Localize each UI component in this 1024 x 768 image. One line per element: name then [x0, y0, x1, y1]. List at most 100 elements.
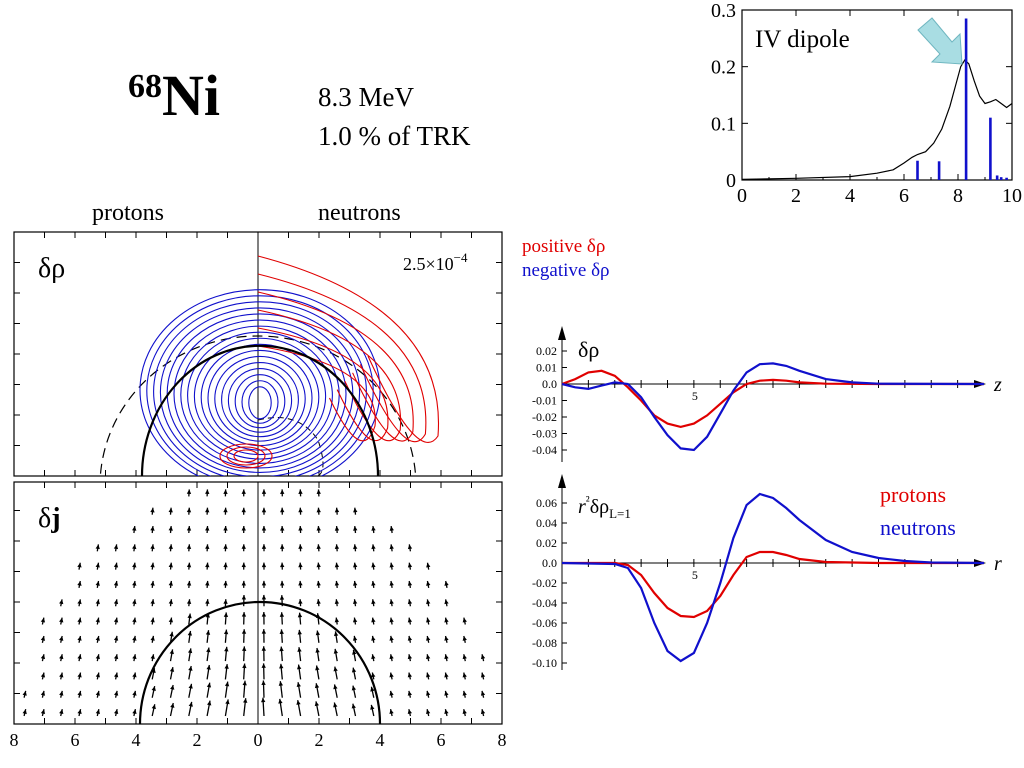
current-arrowhead	[206, 647, 211, 653]
current-arrowhead	[150, 580, 155, 586]
r2-y-tick-label: -0.10	[532, 656, 557, 670]
current-arrowhead	[261, 680, 266, 686]
current-arrowhead	[150, 507, 155, 513]
current-arrowhead	[223, 489, 228, 494]
current-arrowhead	[223, 562, 228, 568]
current-arrowhead	[95, 709, 100, 715]
current-label-j: j	[50, 503, 60, 534]
current-arrowhead	[187, 613, 192, 619]
current-arrowhead	[407, 654, 413, 660]
current-arrowhead	[77, 654, 82, 660]
energy-label: 8.3 MeV	[318, 82, 414, 112]
current-arrowhead	[205, 507, 210, 513]
current-arrowhead	[205, 562, 210, 568]
current-arrowhead	[40, 709, 46, 715]
current-panel-label: δj	[38, 503, 61, 534]
current-arrowhead	[168, 544, 173, 550]
r2-x-label: r	[994, 553, 1002, 575]
current-arrowhead	[241, 526, 246, 531]
rho-y-arrow	[558, 326, 566, 340]
current-arrowhead	[444, 690, 449, 696]
current-arrowhead	[206, 682, 212, 688]
current-arrowhead	[59, 617, 64, 623]
current-arrowhead	[333, 666, 338, 672]
negative-contour	[221, 361, 299, 438]
current-arrowhead	[170, 703, 175, 708]
r2-y-tick-label: 0.0	[542, 556, 557, 570]
current-arrowhead	[462, 672, 467, 678]
current-arrowhead	[77, 599, 82, 605]
current-arrowhead	[407, 562, 413, 568]
positive-contour	[257, 255, 440, 443]
current-arrowhead	[353, 544, 358, 550]
current-arrowhead	[132, 526, 137, 531]
current-arrowhead	[261, 697, 266, 703]
current-arrowhead	[371, 526, 376, 531]
negative-contour	[166, 313, 354, 473]
current-arrowhead	[280, 489, 285, 494]
current-arrowhead	[150, 599, 155, 605]
current-arrowhead	[40, 617, 46, 623]
current-arrowhead	[243, 698, 248, 703]
r2-neutrons-curve	[561, 492, 985, 663]
current-arrowhead	[223, 507, 228, 513]
strength-x-tick-label: 8	[953, 185, 963, 207]
current-arrowhead	[59, 709, 64, 715]
current-arrowhead	[371, 672, 376, 678]
current-arrowhead	[241, 580, 246, 586]
current-arrowhead	[480, 654, 486, 660]
current-arrowhead	[40, 654, 46, 660]
current-arrowhead	[426, 562, 431, 568]
current-arrowhead	[444, 617, 449, 623]
current-arrowhead	[188, 683, 193, 689]
current-arrowhead	[462, 709, 467, 715]
current-arrowhead	[334, 580, 340, 586]
current-arrowhead	[132, 562, 137, 568]
current-arrowhead	[333, 684, 338, 690]
r2-y-tick-label: -0.06	[532, 616, 557, 630]
current-arrowhead	[22, 690, 27, 696]
current-arrowhead	[207, 700, 212, 706]
current-arrowhead	[444, 654, 449, 660]
current-arrowhead	[113, 544, 119, 550]
positive-contour	[257, 273, 427, 443]
current-arrowhead	[261, 612, 267, 617]
current-arrowhead	[298, 507, 303, 513]
rho-y-tick-label: -0.04	[532, 443, 557, 457]
current-arrowhead	[316, 489, 321, 495]
current-arrowhead	[59, 599, 64, 605]
current-arrowhead	[113, 580, 119, 586]
rho-y-tick-label: 0.0	[542, 377, 557, 391]
current-arrowhead	[280, 526, 285, 531]
current-arrowhead	[480, 690, 486, 696]
current-arrowhead	[389, 617, 394, 623]
positive-contour-inner	[226, 446, 266, 466]
current-arrowhead	[280, 544, 285, 549]
current-arrowhead	[370, 686, 375, 692]
current-arrowhead	[407, 635, 413, 641]
current-arrowhead	[279, 629, 284, 635]
current-arrowhead	[150, 526, 155, 531]
map-ticks	[14, 232, 502, 724]
current-arrowhead	[316, 562, 321, 568]
current-arrowhead	[334, 617, 340, 623]
current-arrowhead	[113, 654, 119, 660]
current-arrowhead	[426, 581, 431, 586]
rho-x-tick-label: 5	[692, 389, 698, 403]
current-arrowhead	[389, 709, 394, 715]
current-arrowhead	[186, 580, 192, 586]
r2-y-tick-label: 0.04	[536, 516, 557, 530]
current-arrowhead	[279, 595, 285, 600]
current-arrowhead	[261, 646, 266, 651]
r2-y-label-sub: L=1	[609, 506, 631, 521]
current-arrowhead	[169, 649, 174, 655]
map-x-tick-label: 6	[71, 730, 80, 750]
current-arrowhead	[316, 580, 321, 586]
current-arrowhead	[444, 672, 449, 678]
current-arrowhead	[333, 648, 339, 654]
current-arrowhead	[334, 507, 340, 513]
current-arrowhead	[298, 599, 303, 604]
current-arrowhead	[59, 635, 64, 641]
positive-contour	[257, 291, 414, 442]
map-x-tick-label: 2	[193, 730, 202, 750]
